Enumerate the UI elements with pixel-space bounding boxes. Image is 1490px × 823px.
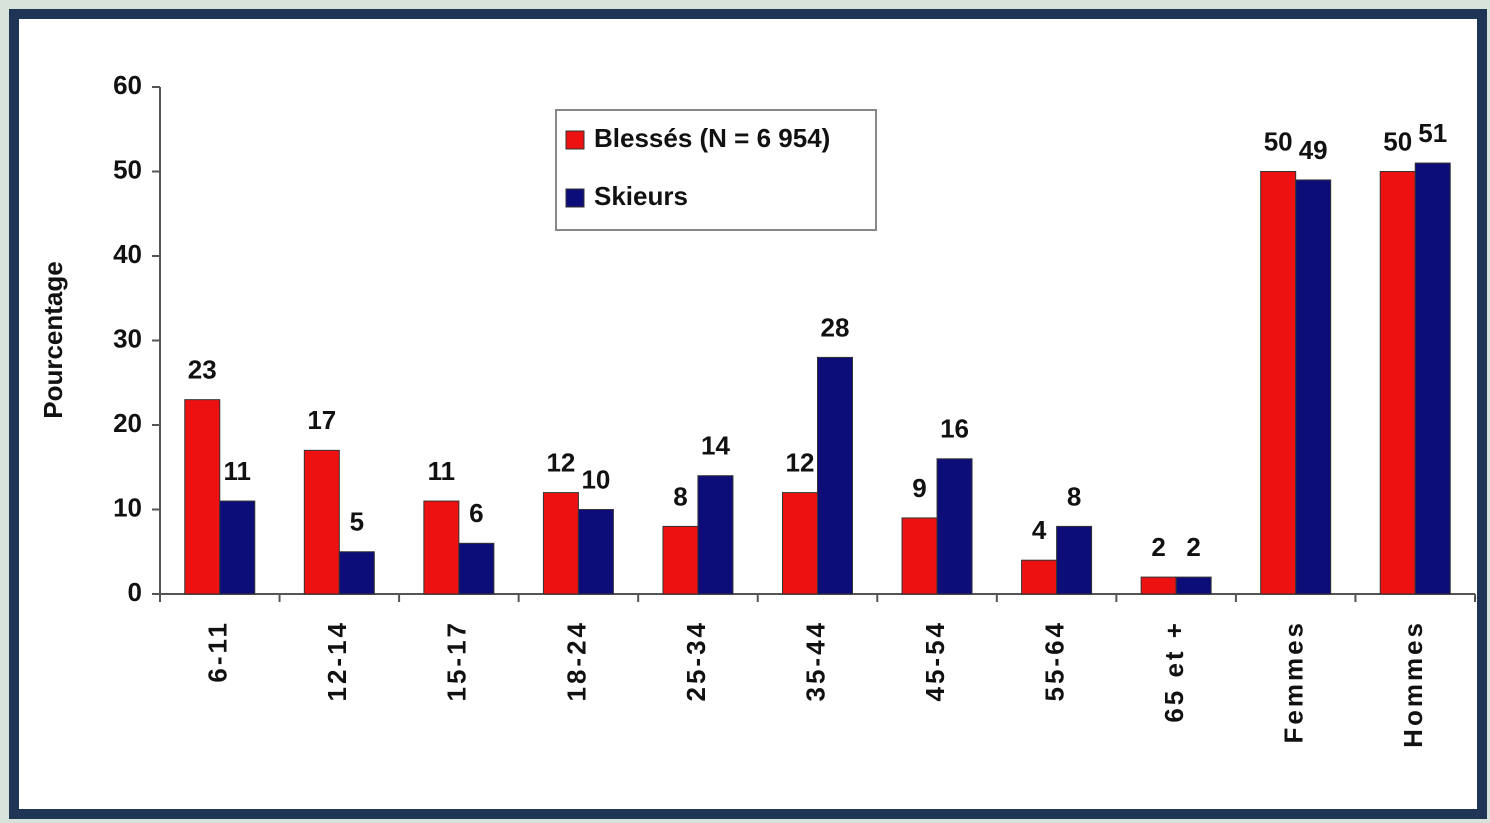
data-label: 49: [1299, 135, 1328, 165]
legend-label: Skieurs: [594, 181, 688, 211]
x-tick-label: Femmes: [1279, 620, 1309, 744]
data-label: 11: [224, 456, 252, 486]
legend-swatch: [565, 188, 585, 208]
data-label: 17: [307, 405, 336, 435]
x-tick-label: 25-34: [681, 620, 711, 702]
bar: [1295, 179, 1332, 595]
data-label: 2: [1186, 532, 1200, 562]
data-label: 51: [1418, 118, 1447, 148]
x-tick-label: 55-64: [1039, 620, 1069, 702]
legend-label: Blessés (N = 6 954): [594, 123, 830, 153]
y-tick-label: 50: [113, 154, 142, 184]
data-label: 10: [581, 464, 610, 494]
bar: [1379, 171, 1416, 595]
bar: [1140, 576, 1177, 595]
bar: [697, 475, 734, 595]
x-tick-label: 45-54: [920, 620, 950, 702]
data-label: 12: [786, 447, 815, 477]
data-label: 9: [912, 473, 926, 503]
data-label: 4: [1032, 515, 1047, 545]
data-label: 16: [940, 414, 969, 444]
x-tick-label: 15-17: [442, 620, 472, 702]
data-label: 8: [1067, 481, 1081, 511]
bar: [184, 399, 221, 595]
bar: [782, 492, 818, 595]
bar: [303, 449, 340, 595]
bar: [1414, 162, 1451, 595]
y-tick-label: 20: [113, 408, 142, 438]
bar: [1260, 171, 1297, 595]
bar: [219, 500, 256, 595]
x-tick-label: 35-44: [800, 620, 830, 702]
data-label: 5: [350, 507, 364, 537]
data-label: 50: [1383, 126, 1412, 156]
data-label: 14: [701, 431, 730, 461]
y-tick-label: 40: [113, 239, 142, 269]
data-label: 8: [673, 481, 687, 511]
bar: [458, 542, 495, 595]
bar: [1021, 559, 1058, 595]
data-label: 11: [428, 456, 456, 486]
bar: [1175, 576, 1212, 595]
y-axis-label: Pourcentage: [38, 261, 68, 419]
y-tick-label: 0: [128, 577, 142, 607]
data-label: 50: [1264, 126, 1293, 156]
bar: [542, 492, 579, 595]
data-label: 6: [469, 498, 483, 528]
bar: [577, 509, 614, 595]
data-label: 28: [821, 312, 850, 342]
bar: [662, 525, 699, 595]
data-label: 12: [546, 447, 575, 477]
x-tick-label: 12-14: [322, 620, 352, 702]
bar: [423, 500, 460, 595]
bar: [901, 517, 938, 595]
y-tick-label: 10: [113, 492, 142, 522]
x-tick-label: 18-24: [561, 620, 591, 702]
legend: [555, 109, 877, 231]
y-tick-label: 60: [113, 70, 142, 100]
x-tick-label: Hommes: [1398, 620, 1428, 748]
data-label: 2: [1151, 532, 1165, 562]
y-tick-label: 30: [113, 323, 142, 353]
x-tick-label: 6-11: [203, 620, 233, 683]
bar: [817, 356, 853, 595]
bar: [936, 458, 973, 595]
x-tick-label: 65 et +: [1159, 620, 1189, 723]
legend-swatch: [565, 130, 585, 150]
bar: [338, 551, 375, 595]
data-label: 23: [188, 355, 217, 385]
bar: [1056, 525, 1093, 595]
